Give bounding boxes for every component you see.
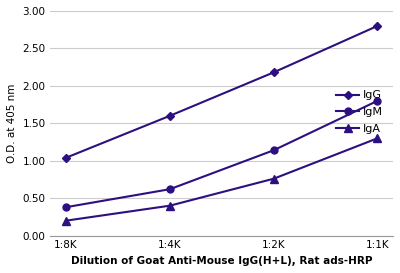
IgA — [375, 136, 380, 140]
IgM — [168, 188, 172, 191]
IgM — [271, 149, 276, 152]
IgG — [64, 156, 68, 159]
Line: IgM: IgM — [62, 97, 381, 211]
IgM — [64, 206, 68, 209]
IgA — [271, 177, 276, 180]
IgA — [64, 219, 68, 222]
Line: IgA: IgA — [62, 134, 382, 225]
IgG — [168, 114, 172, 117]
IgG — [375, 24, 380, 28]
Line: IgG: IgG — [63, 23, 380, 161]
Legend: IgG, IgM, IgA: IgG, IgM, IgA — [332, 86, 388, 138]
Y-axis label: O.D. at 405 nm: O.D. at 405 nm — [7, 84, 17, 163]
IgA — [168, 204, 172, 207]
X-axis label: Dilution of Goat Anti-Mouse IgG(H+L), Rat ads-HRP: Dilution of Goat Anti-Mouse IgG(H+L), Ra… — [71, 256, 372, 266]
IgM — [375, 99, 380, 102]
IgG — [271, 71, 276, 74]
